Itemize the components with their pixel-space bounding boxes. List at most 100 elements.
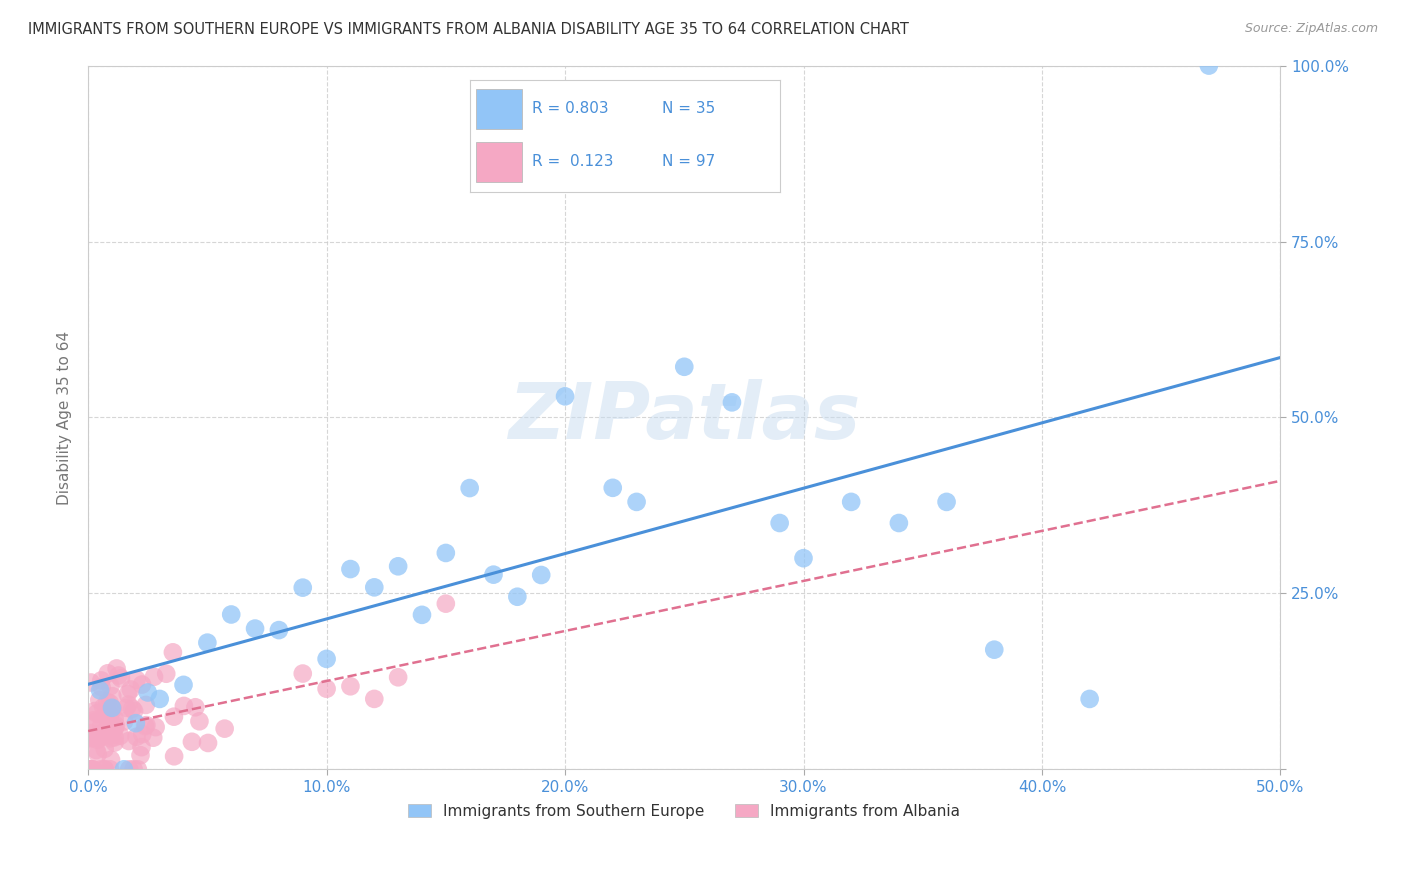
Point [1078, 692, 1101, 706]
Point [86, 743, 108, 757]
Point [155, 666, 177, 681]
Point [162, 645, 184, 659]
Point [86, 706, 108, 721]
Point [87, 747, 110, 761]
Point [104, 719, 127, 733]
Point [163, 749, 186, 764]
Point [110, 671, 132, 685]
Point [115, 701, 138, 715]
Point [100, 705, 122, 719]
Point [769, 516, 792, 530]
Point [77, 762, 100, 776]
Point [125, 673, 148, 687]
Point [315, 652, 337, 666]
Point [105, 661, 128, 675]
Point [197, 736, 219, 750]
Point [673, 359, 696, 374]
Y-axis label: Disability Age 35 to 64: Disability Age 35 to 64 [58, 330, 72, 505]
Point [79, 726, 101, 740]
Point [93, 726, 115, 740]
Point [339, 562, 361, 576]
Point [117, 687, 139, 701]
Point [127, 762, 149, 776]
Point [530, 568, 553, 582]
Point [94, 762, 117, 776]
Point [101, 701, 124, 715]
Point [101, 689, 124, 703]
Point [149, 692, 172, 706]
Point [89, 731, 111, 745]
Point [79, 731, 101, 745]
Point [136, 685, 159, 699]
Text: Source: ZipAtlas.com: Source: ZipAtlas.com [1244, 22, 1378, 36]
Point [98, 708, 121, 723]
Point [125, 716, 148, 731]
Point [90, 680, 112, 694]
Text: IMMIGRANTS FROM SOUTHERN EUROPE VS IMMIGRANTS FROM ALBANIA DISABILITY AGE 35 TO : IMMIGRANTS FROM SOUTHERN EUROPE VS IMMIG… [28, 22, 910, 37]
Point [387, 670, 409, 684]
Point [243, 622, 266, 636]
Point [506, 590, 529, 604]
Point [131, 727, 153, 741]
Point [131, 677, 153, 691]
Point [983, 642, 1005, 657]
Legend: Immigrants from Southern Europe, Immigrants from Albania: Immigrants from Southern Europe, Immigra… [402, 797, 966, 825]
Point [411, 607, 433, 622]
Point [98, 696, 121, 710]
Point [89, 693, 111, 707]
Point [122, 762, 145, 776]
Point [1198, 59, 1220, 73]
Point [434, 597, 457, 611]
Point [131, 740, 153, 755]
Point [181, 735, 204, 749]
Point [104, 722, 127, 736]
Point [214, 722, 236, 736]
Point [434, 546, 457, 560]
Point [91, 726, 114, 740]
Point [97, 719, 120, 733]
Point [98, 762, 121, 776]
Point [121, 701, 143, 715]
Point [267, 623, 290, 637]
Point [104, 731, 127, 745]
Point [122, 704, 145, 718]
Point [129, 748, 152, 763]
Point [89, 683, 111, 698]
Point [89, 728, 111, 742]
Point [100, 753, 122, 767]
Point [554, 389, 576, 403]
Point [101, 702, 124, 716]
Point [101, 719, 124, 733]
Point [96, 723, 118, 738]
Point [84, 714, 107, 729]
Point [173, 678, 195, 692]
Point [839, 495, 862, 509]
Point [100, 679, 122, 693]
Point [98, 728, 121, 742]
Point [291, 581, 314, 595]
Point [112, 714, 135, 729]
Point [219, 607, 242, 622]
Point [90, 718, 112, 732]
Point [80, 762, 103, 776]
Point [188, 714, 211, 729]
Point [82, 714, 104, 728]
Point [104, 712, 127, 726]
Point [195, 635, 218, 649]
Point [90, 673, 112, 688]
Point [721, 395, 744, 409]
Point [935, 495, 957, 509]
Point [135, 718, 157, 732]
Point [117, 698, 139, 712]
Point [90, 762, 112, 776]
Point [97, 714, 120, 728]
Point [887, 516, 910, 530]
Point [602, 481, 624, 495]
Point [173, 698, 195, 713]
Text: ZIPatlas: ZIPatlas [508, 379, 860, 456]
Point [792, 551, 814, 566]
Point [291, 666, 314, 681]
Point [387, 559, 409, 574]
Point [315, 681, 337, 696]
Point [93, 762, 115, 776]
